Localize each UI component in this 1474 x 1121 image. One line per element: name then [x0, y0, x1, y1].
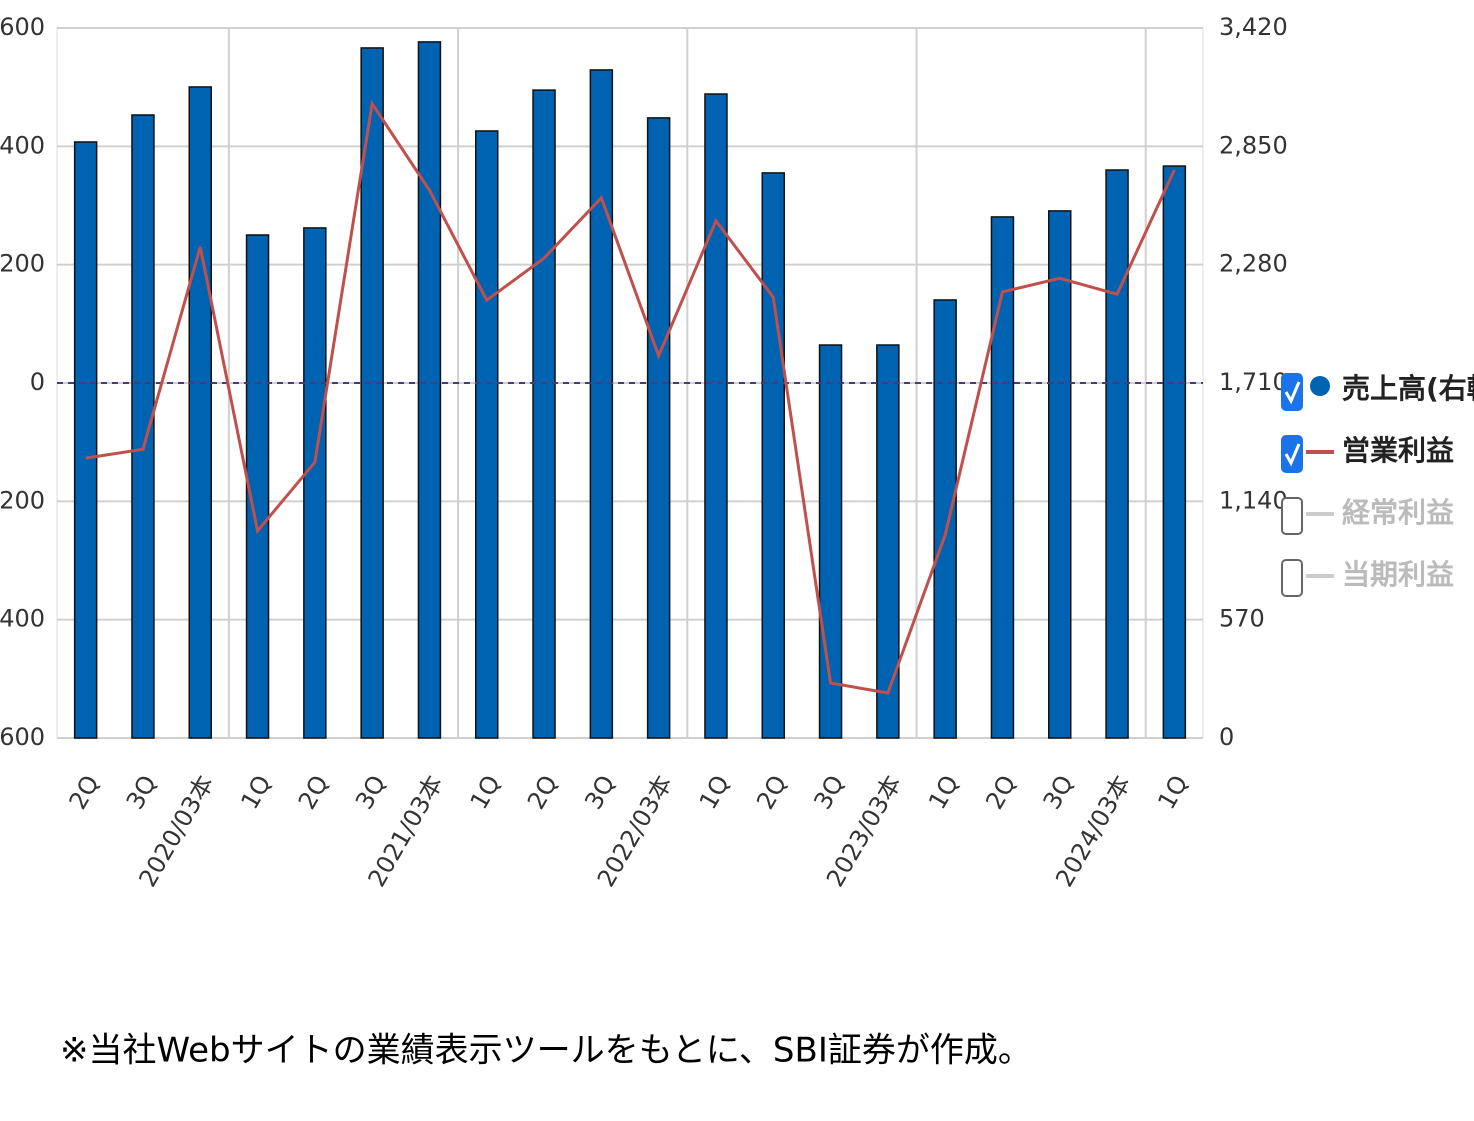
- bar: [933, 299, 957, 739]
- y2-tick-label: 2,850: [1219, 131, 1288, 159]
- x-tick-label: 2Q: [751, 771, 792, 815]
- bar: [303, 227, 327, 739]
- y-tick-label: -200: [0, 486, 45, 514]
- y2-tick-label: 570: [1219, 605, 1265, 633]
- legend-label: 営業利益: [1342, 434, 1454, 467]
- legend-checkbox: [1281, 497, 1303, 535]
- x-tick-label: 1Q: [1152, 771, 1193, 815]
- x-tick-label: 3Q: [121, 771, 162, 815]
- y-tick-label: 600: [0, 13, 45, 41]
- y2-tick-label: 3,420: [1219, 13, 1288, 41]
- y2-tick-label: 1,140: [1219, 486, 1288, 514]
- x-tick-label: 1Q: [465, 771, 506, 815]
- bar: [360, 47, 384, 739]
- y-tick-label: -400: [0, 605, 45, 633]
- x-tick-label: 3Q: [808, 771, 849, 815]
- x-tick-label: 3Q: [579, 771, 620, 815]
- line: [85, 99, 1176, 695]
- bar: [73, 141, 98, 739]
- x-tick-label: 3Q: [350, 771, 391, 815]
- y-tick-label: 0: [30, 368, 45, 396]
- legend-label: 売上高(右軸): [1342, 372, 1474, 405]
- check-mark: [1284, 443, 1301, 467]
- y2-tick-label: 1,710: [1219, 368, 1288, 396]
- bar: [188, 86, 212, 739]
- legend-swatch: [1310, 376, 1330, 396]
- x-tick-label: 1Q: [235, 771, 276, 815]
- bar: [1105, 169, 1129, 739]
- bar: [475, 130, 499, 739]
- y2-tick-label: 0: [1219, 723, 1234, 751]
- bar: [1162, 165, 1187, 739]
- footnote: ※当社Webサイトの業績表示ツールをもとに、SBI証券が作成。: [60, 1031, 1032, 1071]
- legend-checkbox: [1281, 435, 1303, 473]
- bar: [417, 41, 442, 739]
- x-tick-label: 2Q: [64, 771, 105, 815]
- x-tick-label: 2Q: [980, 770, 1021, 814]
- legend-checkbox: [1281, 373, 1303, 411]
- y-tick-label: 200: [0, 250, 45, 278]
- legend-label: 当期利益: [1342, 558, 1454, 591]
- x-tick-label: 2Q: [293, 771, 334, 815]
- bar: [876, 344, 900, 739]
- check-mark: [1284, 381, 1301, 405]
- y-tick-label: 400: [0, 131, 45, 159]
- bar: [761, 172, 785, 739]
- bar: [245, 234, 270, 739]
- legend-item[interactable]: 営業利益: [1281, 434, 1454, 473]
- y-tick-label: -600: [0, 723, 45, 751]
- legend-label: 経常利益: [1342, 496, 1454, 529]
- bar: [704, 93, 728, 739]
- bar: [1048, 210, 1072, 739]
- x-tick-label: 1Q: [694, 771, 735, 815]
- bar: [990, 216, 1015, 739]
- bar: [646, 117, 671, 739]
- y2-tick-label: 2,280: [1219, 250, 1288, 278]
- x-tick-label: 1Q: [923, 771, 964, 815]
- legend-item[interactable]: 経常利益: [1281, 496, 1454, 535]
- bar: [589, 69, 614, 739]
- legend-item[interactable]: 売上高(右軸): [1281, 372, 1474, 411]
- x-tick-label: 2Q: [522, 771, 563, 815]
- bar: [532, 89, 556, 739]
- bar: [131, 114, 155, 739]
- legend-checkbox: [1281, 559, 1303, 597]
- legend-item[interactable]: 当期利益: [1281, 558, 1454, 597]
- x-tick-label: 3Q: [1038, 771, 1079, 815]
